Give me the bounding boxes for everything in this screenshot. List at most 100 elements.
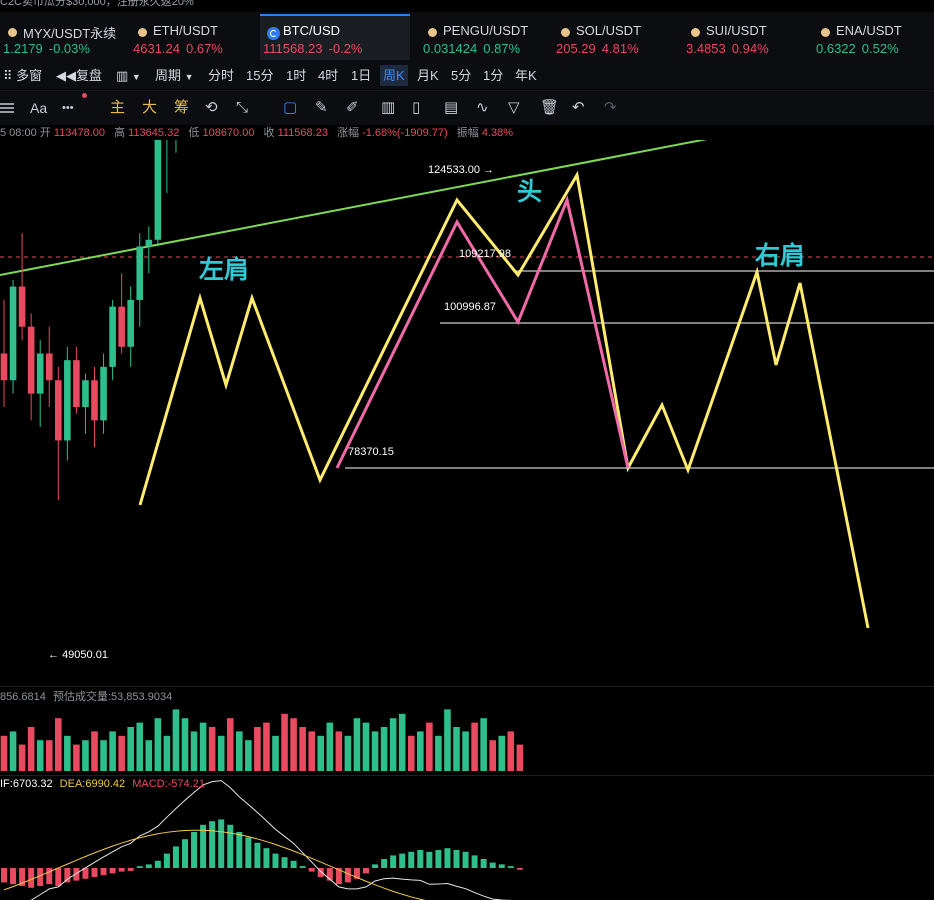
ticker-price: 0.6322 0.52% [816, 41, 899, 56]
candle-body [100, 366, 107, 421]
period-tab[interactable]: 5分 [451, 68, 472, 83]
price-chart[interactable] [0, 140, 934, 900]
dea-label: DEA: [59, 778, 86, 790]
draw-icon[interactable]: ⤡ [236, 99, 249, 116]
replay-button[interactable]: ◀◀复盘 [53, 65, 105, 86]
volume-bar [254, 727, 261, 771]
volume-bar [471, 722, 478, 771]
candle-body [118, 306, 125, 347]
pen-icon[interactable]: ✐ [346, 99, 359, 116]
large-order-button[interactable]: 大 [142, 99, 158, 116]
volume-bar [64, 735, 71, 771]
volume-bar [281, 713, 288, 771]
ticker-tab[interactable]: ENA/USDT 0.6322 0.52% [813, 16, 934, 60]
multi-window-label: 多窗 [16, 68, 43, 83]
chips-button[interactable]: 筹 [174, 99, 190, 116]
macd-bar [91, 868, 98, 877]
coin-icon [138, 28, 147, 37]
ticker-tab[interactable]: BTC/USD 111568.23 -0.2% [260, 14, 410, 60]
close-value: 111568.23 [277, 127, 328, 139]
coin-icon [561, 28, 570, 37]
ticker-name: ENA/USDT [836, 23, 902, 38]
macd-bar [480, 859, 487, 868]
more-icon: ••• [62, 102, 74, 114]
drawing-toolbar: Aa ••• 主 大 筹 ⟲ ⤡ ▢ ✎ ✐ ▥ ▯ ▤ ∿ ▽ 🗑 ↶ ↷ [0, 90, 934, 125]
period-tab[interactable]: 1分 [483, 68, 504, 83]
macd-bar [299, 866, 306, 868]
right-shoulder-label: 右肩 [755, 242, 806, 270]
multi-window-button[interactable]: ⠿ 多窗 [0, 65, 45, 86]
select-icon[interactable]: ▢ [283, 99, 298, 116]
period-tab[interactable]: 年K [515, 68, 537, 83]
volume-bar [208, 727, 216, 771]
undo-icon[interactable]: ↶ [572, 99, 585, 116]
head-shoulders-pattern-line [138, 170, 870, 629]
ticker-price: 111568.23 -0.2% [263, 41, 363, 56]
period-tab[interactable]: 周K [380, 65, 408, 86]
dea-value: 6990.42 [85, 778, 126, 790]
candle-body [127, 299, 134, 347]
ticker-price: 205.29 4.81% [556, 41, 639, 56]
macd-bar [507, 866, 514, 868]
trash-icon[interactable]: 🗑 [540, 99, 560, 116]
macd-bar [28, 868, 35, 888]
candle-body [73, 360, 80, 408]
ticker-name: PENGU/USDT [443, 23, 529, 38]
macd-bar [408, 851, 415, 868]
main-indicator-button[interactable]: 主 [110, 99, 126, 116]
volume-bar [45, 740, 53, 771]
delete-icon[interactable]: ▯ [412, 99, 421, 116]
volume-bar [172, 709, 180, 771]
volume-bar [462, 731, 469, 771]
change-label: 涨幅 [337, 127, 360, 139]
menu-lines-icon[interactable] [0, 97, 16, 119]
ruler-icon[interactable]: ✎ [315, 99, 328, 116]
period-tab[interactable]: 分时 [208, 68, 235, 83]
macd-value: -574.21 [167, 778, 205, 790]
ticker-tab[interactable]: SOL/USDT 205.29 4.81% [553, 16, 703, 60]
promo-banner[interactable]: C2C卖币瓜分$30,000，注册永久返20% [0, 0, 934, 12]
period-tab[interactable]: 1日 [351, 68, 372, 83]
magnet-icon[interactable]: ∿ [476, 99, 489, 116]
ticker-name: MYX/USDT永续 [23, 26, 117, 41]
coin-icon [691, 28, 700, 37]
macd-bar [154, 860, 161, 868]
period-dropdown[interactable]: 周期 ▼ [152, 65, 197, 86]
ticker-tab[interactable]: PENGU/USDT 0.031424 0.87% [420, 16, 570, 60]
candlestick-icon: ▥ [116, 68, 129, 83]
volume-bar [371, 731, 379, 771]
period-tab[interactable]: 4时 [318, 68, 339, 83]
macd-bar [516, 868, 523, 870]
period-tab[interactable]: 1时 [286, 68, 307, 83]
indicator-icon[interactable]: ⟲ [205, 99, 218, 116]
volume-bar [507, 731, 515, 771]
note-icon[interactable]: ▤ [444, 99, 459, 116]
ticker-name: SOL/USDT [576, 23, 642, 38]
macd-bar [46, 868, 53, 885]
high-value: 113645.32 [128, 127, 180, 139]
ticker-tab[interactable]: SUI/USDT 3.4853 0.94% [683, 16, 833, 60]
chevron-down-icon: ▼ [131, 72, 141, 82]
filter-icon[interactable]: ▽ [508, 99, 520, 116]
period-tab[interactable]: 15分 [246, 68, 274, 83]
chart-type-button[interactable]: ▥ ▼ [113, 65, 144, 86]
period-tab[interactable]: 月K [417, 68, 439, 83]
font-button[interactable]: Aa [30, 100, 48, 116]
ticker-price-value: 1.2179 [3, 41, 43, 56]
macd-bar [182, 839, 188, 868]
ticker-tab[interactable]: MYX/USDT永续 1.2179 -0.03% [0, 16, 150, 60]
ticker-change: -0.03% [48, 41, 90, 56]
macd-bar [489, 862, 496, 868]
volume-bar [480, 718, 487, 771]
more-button[interactable]: ••• [62, 93, 87, 119]
volume-bar [226, 718, 234, 771]
macd-bar [471, 855, 478, 868]
redo-icon[interactable]: ↷ [604, 99, 617, 116]
ticker-tab[interactable]: ETH/USDT 4631.24 0.67% [130, 16, 280, 60]
macd-bar [118, 868, 125, 872]
volume-bar [145, 740, 153, 771]
macd-bar [19, 868, 26, 886]
macd-bar [453, 850, 460, 868]
candle-settings-icon[interactable]: ▥ [381, 99, 396, 116]
volume-bar [9, 731, 17, 771]
